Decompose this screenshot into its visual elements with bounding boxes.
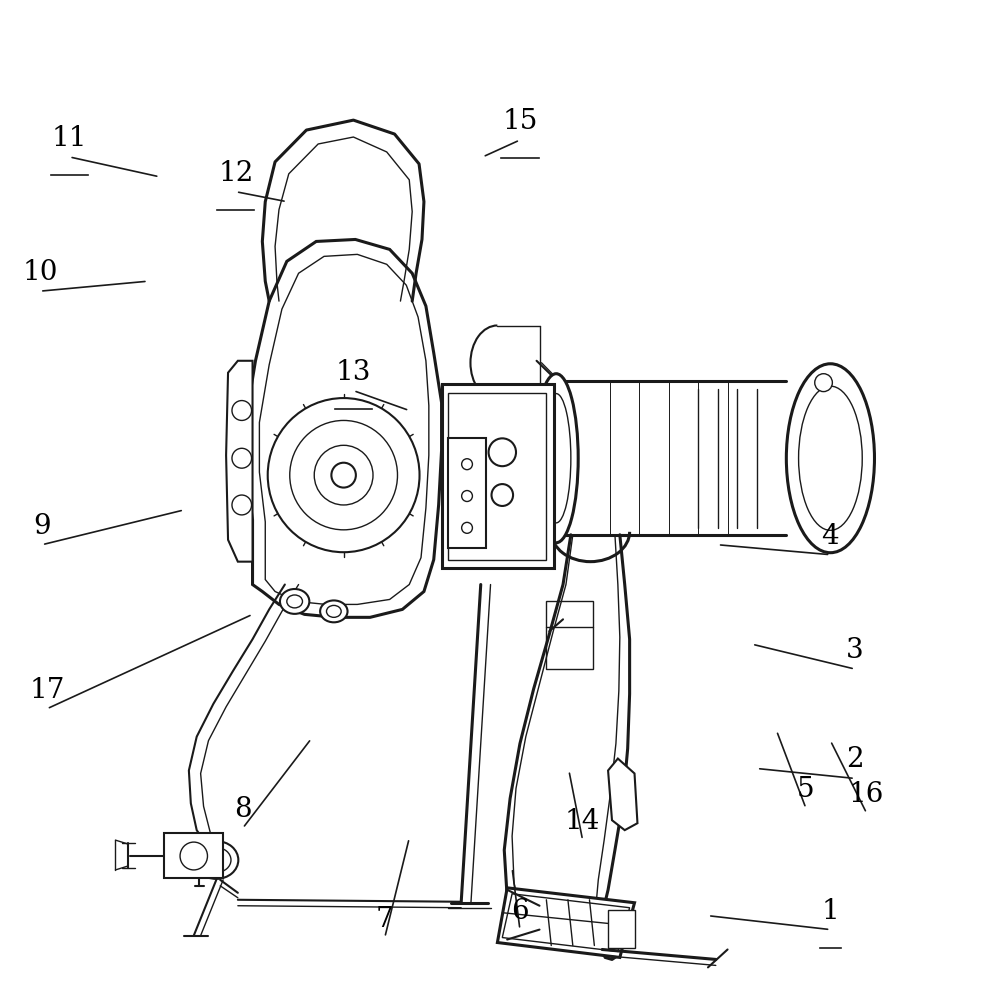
Ellipse shape	[268, 398, 420, 552]
Ellipse shape	[489, 438, 516, 466]
Text: 12: 12	[219, 160, 253, 187]
Text: 13: 13	[336, 359, 371, 386]
Ellipse shape	[180, 842, 208, 870]
Polygon shape	[608, 759, 637, 830]
Text: 2: 2	[846, 746, 864, 773]
Bar	[441, 384, 555, 568]
Text: 6: 6	[511, 898, 529, 925]
Bar	[448, 438, 486, 548]
Text: 10: 10	[23, 259, 58, 286]
Ellipse shape	[492, 484, 513, 506]
Polygon shape	[497, 888, 634, 957]
Text: 15: 15	[502, 108, 538, 135]
Text: 17: 17	[30, 677, 65, 704]
Ellipse shape	[534, 374, 578, 543]
Text: 9: 9	[33, 513, 51, 540]
Bar	[164, 833, 224, 878]
Polygon shape	[245, 239, 441, 617]
Text: 16: 16	[849, 781, 885, 808]
Bar	[608, 910, 635, 948]
Text: 1: 1	[821, 898, 839, 925]
Text: 3: 3	[846, 637, 864, 664]
Text: 14: 14	[565, 808, 600, 835]
Ellipse shape	[280, 589, 309, 614]
Ellipse shape	[320, 600, 348, 622]
Bar	[448, 393, 547, 560]
Ellipse shape	[815, 374, 832, 392]
Text: 11: 11	[51, 125, 87, 152]
Ellipse shape	[786, 364, 875, 553]
Text: 5: 5	[797, 776, 815, 803]
Ellipse shape	[194, 841, 238, 879]
Text: 4: 4	[821, 523, 839, 550]
Ellipse shape	[331, 463, 356, 488]
Ellipse shape	[232, 401, 251, 420]
Polygon shape	[227, 361, 252, 562]
Ellipse shape	[232, 495, 251, 515]
Text: 7: 7	[376, 906, 394, 933]
Bar	[547, 601, 593, 669]
Text: 8: 8	[233, 796, 251, 823]
Ellipse shape	[232, 448, 251, 468]
